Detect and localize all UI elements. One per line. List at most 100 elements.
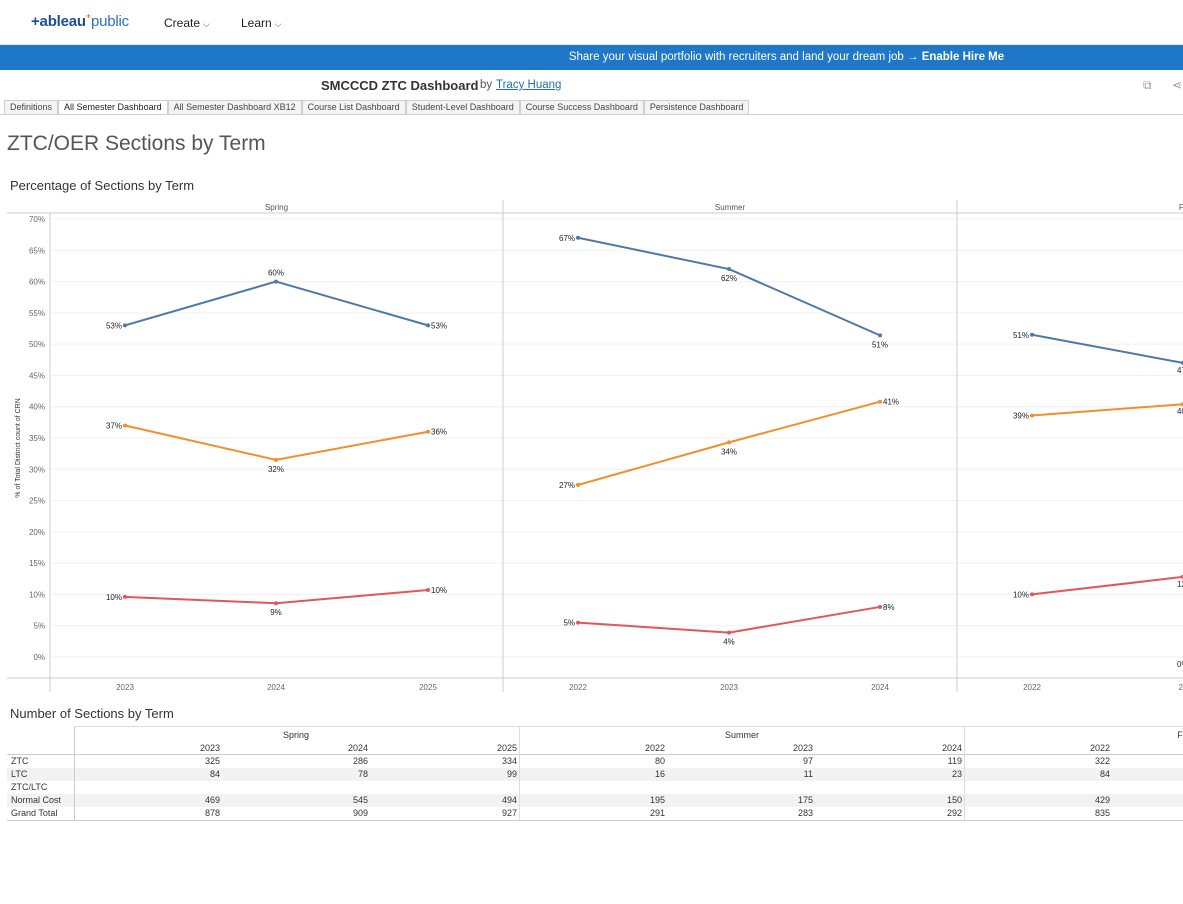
page-title: ZTC/OER Sections by Term bbox=[7, 132, 266, 155]
x-tick-label: 2022 bbox=[1023, 683, 1041, 692]
table-cell: 97 bbox=[802, 756, 813, 766]
data-point bbox=[274, 601, 278, 606]
data-label: 53% bbox=[106, 321, 122, 330]
panel-header-summer: Summer bbox=[715, 203, 746, 212]
y-tick-label: 35% bbox=[29, 434, 45, 443]
data-point bbox=[1030, 592, 1034, 597]
y-tick-label: 70% bbox=[29, 215, 45, 224]
tab-definitions[interactable]: Definitions bbox=[4, 100, 59, 114]
dashboard-title: SMCCCD ZTC Dashboard bbox=[321, 78, 479, 93]
dashboard-titlebar: SMCCCD ZTC Dashboard by Tracy Huang ⧉ ⋖ bbox=[0, 70, 1183, 100]
row-label-ltc: LTC bbox=[11, 769, 28, 779]
table-cell: 16 bbox=[654, 769, 665, 779]
year-header: 2023 bbox=[792, 743, 813, 753]
chevron-down-icon: ⌵ bbox=[203, 19, 210, 29]
data-point bbox=[576, 482, 580, 487]
data-point bbox=[878, 333, 882, 338]
tab-student-level-dashboard[interactable]: Student-Level Dashboard bbox=[405, 100, 520, 114]
tab-course-list-dashboard[interactable]: Course List Dashboard bbox=[301, 100, 406, 114]
data-label: 39% bbox=[1013, 411, 1029, 420]
enable-hire-me-link[interactable]: Enable Hire Me bbox=[921, 51, 1005, 63]
data-label: 10% bbox=[106, 593, 122, 602]
x-tick-label: 2023 bbox=[116, 683, 134, 692]
y-tick-label: 45% bbox=[29, 371, 45, 380]
table-cell: 175 bbox=[797, 795, 813, 805]
data-point bbox=[274, 457, 278, 462]
logo-subtext: public bbox=[90, 13, 129, 30]
tab-course-success-dashboard[interactable]: Course Success Dashboard bbox=[519, 100, 644, 114]
y-tick-label: 50% bbox=[29, 340, 45, 349]
data-label: 53% bbox=[431, 321, 447, 330]
data-label: 60% bbox=[268, 269, 284, 278]
data-label: 47 bbox=[1177, 366, 1183, 375]
tab-all-semester-dashboard[interactable]: All Semester Dashboard bbox=[58, 100, 168, 114]
panel-header-spring: Spring bbox=[265, 203, 288, 212]
y-tick-label: 5% bbox=[33, 622, 45, 631]
chart-title: Percentage of Sections by Term bbox=[10, 178, 195, 193]
table-cell: 78 bbox=[357, 769, 368, 779]
data-label: 8% bbox=[883, 603, 895, 612]
data-point bbox=[426, 429, 430, 434]
chevron-down-icon: ⌵ bbox=[274, 19, 282, 29]
table-cell: 84 bbox=[209, 769, 220, 779]
group-divider bbox=[519, 726, 520, 821]
x-tick-label: 2025 bbox=[419, 683, 437, 692]
nav-learn-menu[interactable]: Learn ⌵ bbox=[241, 16, 282, 30]
table-cell: 927 bbox=[501, 808, 517, 818]
x-tick-label: 2022 bbox=[569, 683, 587, 692]
data-label: 5% bbox=[563, 619, 575, 628]
row-stripe bbox=[7, 794, 1183, 807]
data-label: 34% bbox=[721, 447, 737, 456]
y-tick-label: 60% bbox=[29, 278, 45, 287]
table-cell: 325 bbox=[204, 756, 220, 766]
table-cell: 469 bbox=[204, 795, 220, 805]
data-point bbox=[123, 594, 127, 599]
row-stripe bbox=[7, 768, 1183, 781]
data-point bbox=[274, 279, 278, 284]
data-label: 37% bbox=[106, 421, 122, 430]
copy-icon[interactable]: ⧉ bbox=[1143, 78, 1152, 92]
data-label: 36% bbox=[431, 428, 447, 437]
data-label: 10% bbox=[1013, 590, 1029, 599]
table-cell: 84 bbox=[1099, 769, 1110, 779]
table-cell: 878 bbox=[204, 808, 220, 818]
data-label: 12 bbox=[1177, 580, 1183, 589]
data-label: 10% bbox=[431, 586, 447, 595]
header-divider bbox=[74, 726, 75, 821]
share-icon[interactable]: ⋖ bbox=[1172, 78, 1183, 92]
table-cell: 835 bbox=[1094, 808, 1110, 818]
y-tick-label: 40% bbox=[29, 403, 45, 412]
banner-text: Share your visual portfolio with recruit… bbox=[568, 51, 922, 63]
data-label: 32% bbox=[268, 465, 284, 474]
data-label: 51% bbox=[872, 340, 888, 349]
series-line-red bbox=[577, 605, 881, 634]
data-label: 27% bbox=[559, 481, 575, 490]
year-header: 2025 bbox=[496, 743, 517, 753]
tab-all-semester-dashboard-xb12[interactable]: All Semester Dashboard XB12 bbox=[167, 100, 302, 114]
table-cell: 322 bbox=[1094, 756, 1110, 766]
series-line-orange bbox=[124, 424, 429, 461]
table-cell: 23 bbox=[951, 769, 962, 779]
data-point bbox=[426, 323, 430, 328]
sections-table: Spring Summer F 2023 2024 2025 2022 2023 2024 202… bbox=[0, 726, 1183, 826]
group-header-spring: Spring bbox=[282, 730, 309, 740]
table-cell: 99 bbox=[506, 769, 517, 779]
nav-create-menu[interactable]: Create ⌵ bbox=[164, 16, 210, 30]
top-navbar: +ableau⁺public Create ⌵ Learn ⌵ bbox=[0, 0, 1183, 45]
author-link[interactable]: Tracy Huang bbox=[496, 79, 562, 91]
tab-persistence-dashboard[interactable]: Persistence Dashboard bbox=[643, 100, 750, 114]
data-label: 0% bbox=[1177, 660, 1183, 669]
logo-text: +ableau bbox=[31, 13, 86, 30]
data-point bbox=[426, 588, 430, 593]
percentage-line-chart[interactable]: 0% 5% 10% 15% 20% 25% 30% 35% 40% 45% 50% 55% 60% 65%… bbox=[0, 195, 1183, 700]
data-label: 9% bbox=[270, 608, 282, 617]
y-tick-label: 10% bbox=[29, 590, 45, 599]
table-top-line bbox=[74, 726, 1183, 727]
table-cell: 150 bbox=[946, 795, 962, 805]
data-point bbox=[727, 630, 731, 635]
year-header: 2023 bbox=[199, 743, 220, 753]
table-cell: 195 bbox=[649, 795, 665, 805]
tableau-public-logo[interactable]: +ableau⁺public bbox=[31, 13, 129, 30]
y-tick-label: 65% bbox=[29, 246, 45, 255]
hire-me-banner: Share your visual portfolio with recruit… bbox=[0, 45, 1183, 70]
